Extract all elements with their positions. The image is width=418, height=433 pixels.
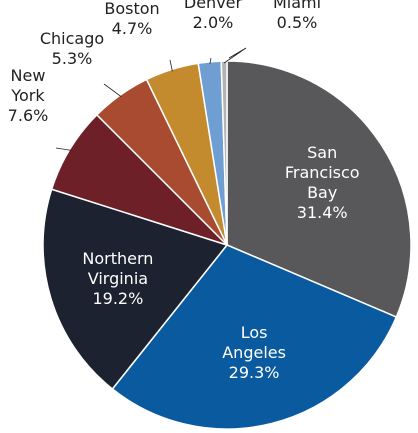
slice-labels: San Francisco Bay 31.4% Los Angeles 29.3% North… — [8, 0, 360, 382]
pie-slice-0 — [226, 60, 412, 318]
slice-name-line: Angeles — [222, 343, 286, 362]
slice-label-0: San Francisco Bay 31.4% — [285, 143, 360, 222]
pie-slice-2 — [42, 188, 229, 391]
slice-value-label: 29.3% — [229, 363, 280, 382]
pie-slice-1 — [111, 244, 398, 430]
slice-value-label: 7.6% — [8, 106, 49, 125]
slice-name-line: York — [10, 86, 45, 105]
slice-name-line: Denver — [184, 0, 243, 12]
leader-line-5 — [169, 59, 173, 72]
leader-line-3 — [55, 147, 72, 151]
slice-label-7: Miami 0.5% — [273, 0, 321, 32]
leader-lines — [55, 47, 247, 151]
leader-line-6 — [209, 57, 212, 64]
slice-value-label: 0.5% — [277, 13, 318, 32]
leader-line-4 — [103, 83, 122, 98]
slice-label-5: Boston 4.7% — [104, 0, 159, 38]
slice-value-label: 4.7% — [112, 19, 153, 38]
slice-label-4: Chicago 5.3% — [40, 29, 104, 68]
slice-value-label: 19.2% — [92, 289, 143, 308]
pie-slices — [42, 60, 412, 430]
slice-label-6: Denver 2.0% — [184, 0, 243, 32]
slice-name-line: New — [11, 66, 46, 85]
slice-name-line: Virginia — [88, 269, 148, 288]
slice-name-line: Chicago — [40, 29, 104, 48]
leader-line-7 — [223, 47, 247, 64]
slice-name-line: Northern — [82, 249, 153, 268]
slice-label-2: Northern Virginia 19.2% — [82, 249, 153, 308]
slice-name-line: Los — [241, 323, 268, 342]
slice-label-1: Los Angeles 29.3% — [222, 323, 286, 382]
slice-value-label: 31.4% — [297, 203, 348, 222]
slice-value-label: 2.0% — [193, 13, 234, 32]
slice-name-line: Boston — [104, 0, 159, 18]
slice-name-line: Bay — [307, 183, 337, 202]
slice-name-line: Francisco — [285, 163, 360, 182]
slice-name-line: Miami — [273, 0, 321, 12]
slice-value-label: 5.3% — [52, 49, 93, 68]
slice-name-line: San — [307, 143, 337, 162]
slice-label-3: New York 7.6% — [8, 66, 49, 125]
